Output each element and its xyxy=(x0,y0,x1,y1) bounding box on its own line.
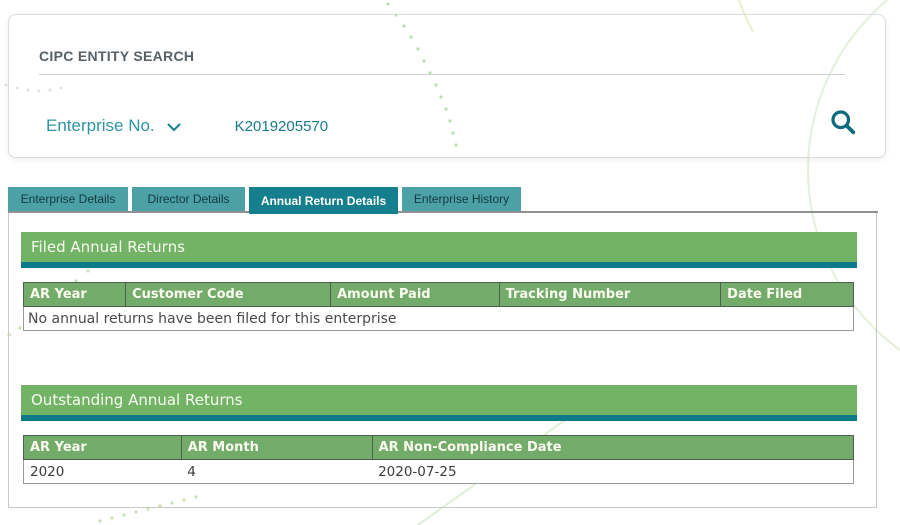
outstanding-annual-returns-table: AR Year AR Month AR Non-Compliance Date … xyxy=(23,435,855,484)
filed-table-empty-row: No annual returns have been filed for th… xyxy=(23,306,854,331)
tab-annual-return-details[interactable]: Annual Return Details xyxy=(249,187,398,214)
outstanding-section-accent-stripe xyxy=(21,415,857,421)
search-card-title: CIPC ENTITY SEARCH xyxy=(39,48,195,64)
tab-director-details[interactable]: Director Details xyxy=(132,187,245,211)
cell-ar-year: 2020 xyxy=(23,459,182,484)
entity-search-card: CIPC ENTITY SEARCH Enterprise No. xyxy=(8,14,886,158)
chevron-down-icon xyxy=(167,119,181,137)
filed-section-accent-stripe xyxy=(21,262,857,268)
cell-ar-non-compliance-date: 2020-07-25 xyxy=(372,459,854,484)
tabstrip-baseline xyxy=(8,211,878,213)
tabstrip: Enterprise Details Director Details Annu… xyxy=(8,187,521,214)
search-type-label: Enterprise No. xyxy=(46,116,155,135)
filed-annual-returns-header: Filed Annual Returns xyxy=(21,232,857,262)
column-date-filed: Date Filed xyxy=(720,282,854,307)
filed-table-header-row: AR Year Customer Code Amount Paid Tracki… xyxy=(22,282,854,307)
search-button[interactable] xyxy=(825,105,861,141)
search-query-input[interactable] xyxy=(232,116,457,136)
filed-empty-message: No annual returns have been filed for th… xyxy=(23,306,854,331)
table-row: 2020 4 2020-07-25 xyxy=(23,459,854,484)
column-ar-year: AR Year xyxy=(22,282,127,307)
card-divider xyxy=(39,74,845,75)
search-type-dropdown[interactable]: Enterprise No. xyxy=(46,116,181,137)
cell-ar-month: 4 xyxy=(181,459,373,484)
magnifier-icon xyxy=(828,109,858,140)
column-amount-paid: Amount Paid xyxy=(330,282,500,307)
search-row: Enterprise No. xyxy=(46,111,457,141)
column-ar-non-compliance-date: AR Non-Compliance Date xyxy=(371,435,855,460)
filed-annual-returns-table: AR Year Customer Code Amount Paid Tracki… xyxy=(22,282,854,331)
tab-enterprise-history[interactable]: Enterprise History xyxy=(402,187,521,211)
column-customer-code: Customer Code xyxy=(125,282,332,307)
column-ar-year: AR Year xyxy=(23,435,182,460)
outstanding-table-header-row: AR Year AR Month AR Non-Compliance Date xyxy=(23,435,855,460)
outstanding-annual-returns-header: Outstanding Annual Returns xyxy=(21,385,857,415)
annual-return-details-panel: Filed Annual Returns AR Year Customer Co… xyxy=(8,213,877,508)
column-ar-month: AR Month xyxy=(180,435,373,460)
column-tracking-number: Tracking Number xyxy=(498,282,722,307)
tab-enterprise-details[interactable]: Enterprise Details xyxy=(8,187,128,211)
